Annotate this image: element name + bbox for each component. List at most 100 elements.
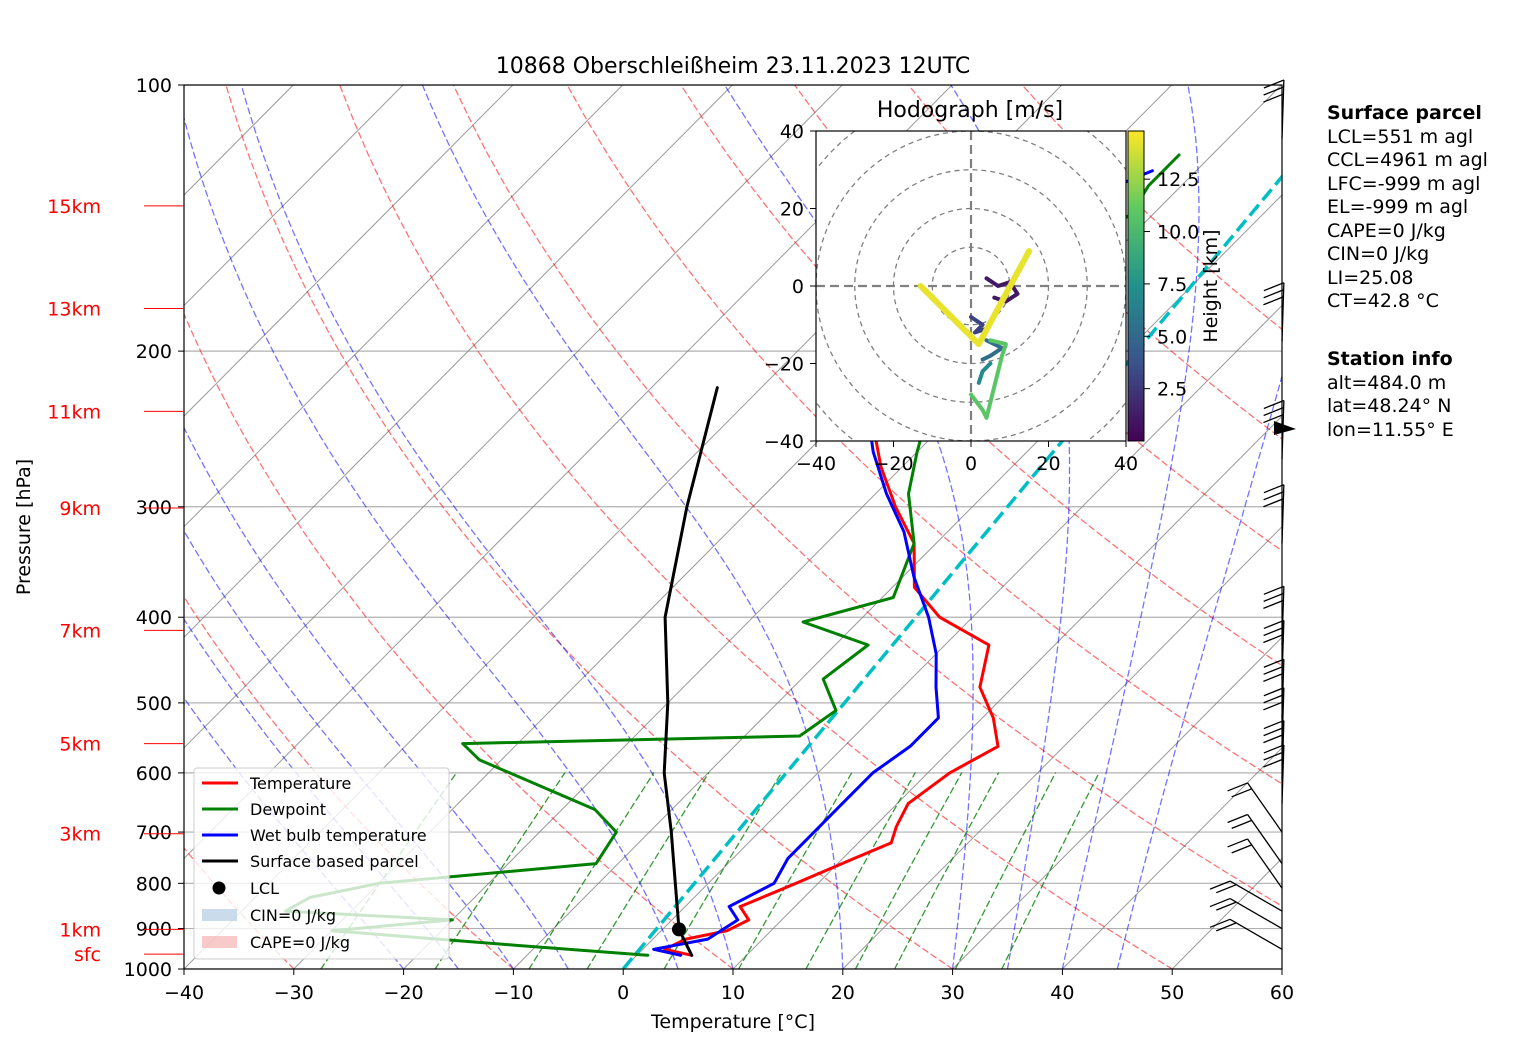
isotherm-line bbox=[1062, 747, 1282, 969]
info-lfc: LFC=-999 m agl bbox=[1327, 172, 1481, 195]
hodograph-x-tick-label: 40 bbox=[1114, 453, 1138, 475]
isotherm-line bbox=[184, 85, 843, 749]
hodograph-x-tick-label: −40 bbox=[796, 453, 836, 475]
height-label: 7km bbox=[59, 620, 101, 642]
height-label: 15km bbox=[47, 196, 101, 218]
isotherm-line bbox=[184, 85, 514, 417]
x-tick-label: −10 bbox=[493, 982, 533, 1004]
wind-barb-flag bbox=[1263, 79, 1285, 89]
x-tick-label: 30 bbox=[941, 982, 965, 1004]
wind-barb-flag bbox=[1263, 734, 1284, 744]
mixing-ratio-line bbox=[893, 772, 1000, 969]
hodograph-y-tick-label: 0 bbox=[792, 276, 804, 298]
info-li: LI=25.08 bbox=[1327, 266, 1414, 289]
chart-title: 10868 Oberschleißheim 23.11.2023 12UTC bbox=[496, 54, 971, 79]
colorbar-ticks: 12.5 10.0 7.5 5.0 2.5 bbox=[1144, 169, 1199, 401]
legend-label-wetbulb: Wet bulb temperature bbox=[250, 826, 427, 845]
wind-barb-flag bbox=[1263, 592, 1284, 602]
wind-barb-flag bbox=[1209, 918, 1231, 928]
wind-barb-flag bbox=[1263, 658, 1285, 668]
freezing-level-line bbox=[621, 173, 1282, 969]
legend-swatch-lcl bbox=[212, 881, 226, 895]
wind-barb-flag bbox=[1231, 819, 1252, 829]
wind-barb-flag bbox=[1227, 782, 1248, 792]
wind-barb-flag bbox=[1263, 687, 1285, 697]
hodograph: Hodograph [m/s] −40 −20 0 20 40 40 20 0 −20 −40 1… bbox=[764, 98, 1222, 475]
legend-label-dewpoint: Dewpoint bbox=[250, 800, 326, 819]
wind-barb-flag bbox=[1263, 633, 1284, 644]
wind-barb-flag bbox=[1263, 619, 1285, 630]
wind-barb-flag bbox=[1263, 498, 1284, 508]
wind-barb-flag bbox=[1263, 491, 1284, 501]
y-tick-label: 100 bbox=[136, 75, 172, 97]
hodograph-y-tick-label: 20 bbox=[780, 199, 804, 221]
moist-adiabat-line bbox=[723, 85, 974, 969]
height-label: 1km bbox=[59, 919, 101, 941]
x-tick-label: −20 bbox=[384, 982, 424, 1004]
info-lcl: LCL=551 m agl bbox=[1327, 125, 1474, 148]
x-tick-label: −40 bbox=[164, 982, 204, 1004]
x-tick-label: −30 bbox=[274, 982, 314, 1004]
wind-barb-flag bbox=[1209, 880, 1231, 890]
height-label: 9km bbox=[59, 498, 101, 520]
mixing-ratio-line bbox=[586, 772, 710, 969]
colorbar-tick-label: 12.5 bbox=[1157, 169, 1199, 191]
wind-barb-staff bbox=[1247, 782, 1283, 833]
isotherm-line bbox=[184, 85, 733, 638]
dry-adiabat-line bbox=[452, 85, 1282, 907]
x-tick-label: 10 bbox=[721, 982, 745, 1004]
wind-barb-flag bbox=[1263, 599, 1284, 609]
wind-barb-staff bbox=[1229, 880, 1283, 912]
legend-label-temperature: Temperature bbox=[249, 774, 351, 793]
parcel-line bbox=[662, 386, 719, 957]
mixing-ratio-line bbox=[854, 772, 963, 969]
wind-barb-flag bbox=[1263, 86, 1284, 96]
wind-barb-flag bbox=[1263, 93, 1284, 103]
wind-barb-flag bbox=[1231, 844, 1252, 854]
hodograph-segment bbox=[969, 315, 989, 335]
hodograph-trace bbox=[917, 248, 1033, 420]
y-tick-label: 1000 bbox=[124, 959, 172, 981]
mixing-ratio-line bbox=[954, 772, 1057, 969]
axes: −40 −30 −20 −10 0 10 20 30 40 50 60100200300400500… bbox=[47, 75, 1294, 1004]
colorbar-label: Height [km] bbox=[1200, 229, 1222, 342]
wind-barb-staff bbox=[1229, 897, 1283, 930]
hodograph-x-tick-label: 20 bbox=[1036, 453, 1060, 475]
wind-barb-flag bbox=[1263, 744, 1285, 754]
mixing-ratio-line bbox=[737, 772, 853, 969]
wind-barb-flag bbox=[1263, 665, 1284, 675]
info-ct: CT=42.8 °C bbox=[1327, 290, 1439, 312]
x-tick-label: 50 bbox=[1160, 982, 1184, 1004]
wind-barb-flag bbox=[1263, 282, 1285, 292]
isotherm-line bbox=[184, 85, 623, 528]
wind-barb-flag bbox=[1227, 813, 1248, 824]
wind-barb-flag bbox=[1227, 838, 1248, 848]
wind-barb-flag bbox=[1263, 758, 1284, 768]
wind-barb-flag bbox=[1216, 901, 1237, 911]
y-tick-label: 500 bbox=[136, 693, 172, 715]
moist-adiabat-line bbox=[950, 85, 1071, 969]
hodograph-x-tick-label: −20 bbox=[873, 453, 913, 475]
info-ccl: CCL=4961 m agl bbox=[1327, 149, 1488, 171]
wind-barb-flag bbox=[1216, 884, 1237, 894]
height-label: 11km bbox=[47, 401, 101, 423]
dry-adiabat-line bbox=[184, 312, 734, 969]
x-tick-label: 20 bbox=[831, 982, 855, 1004]
y-tick-label: 800 bbox=[136, 873, 172, 895]
legend-swatch-cape bbox=[202, 936, 237, 948]
wind-barb-flag bbox=[1263, 672, 1284, 682]
wind-barb-flag bbox=[1263, 751, 1284, 761]
height-label: 13km bbox=[47, 299, 101, 321]
x-axis-label: Temperature [°C] bbox=[650, 1011, 815, 1033]
station-info-header: Station info bbox=[1327, 348, 1453, 370]
wind-barb-flag bbox=[1263, 413, 1284, 424]
legend-label-cape: CAPE=0 J/kg bbox=[250, 933, 350, 952]
isotherm-line bbox=[184, 85, 404, 307]
moist-adiabat-line bbox=[1061, 85, 1200, 969]
hodograph-segment bbox=[917, 248, 1033, 348]
wind-barb-flag bbox=[1263, 585, 1285, 595]
surface-parcel-info: Surface parcel LCL=551 m agl CCL=4961 m … bbox=[1327, 102, 1488, 314]
moist-adiabat-line bbox=[421, 85, 844, 969]
wind-barb-pennant bbox=[1274, 421, 1296, 436]
